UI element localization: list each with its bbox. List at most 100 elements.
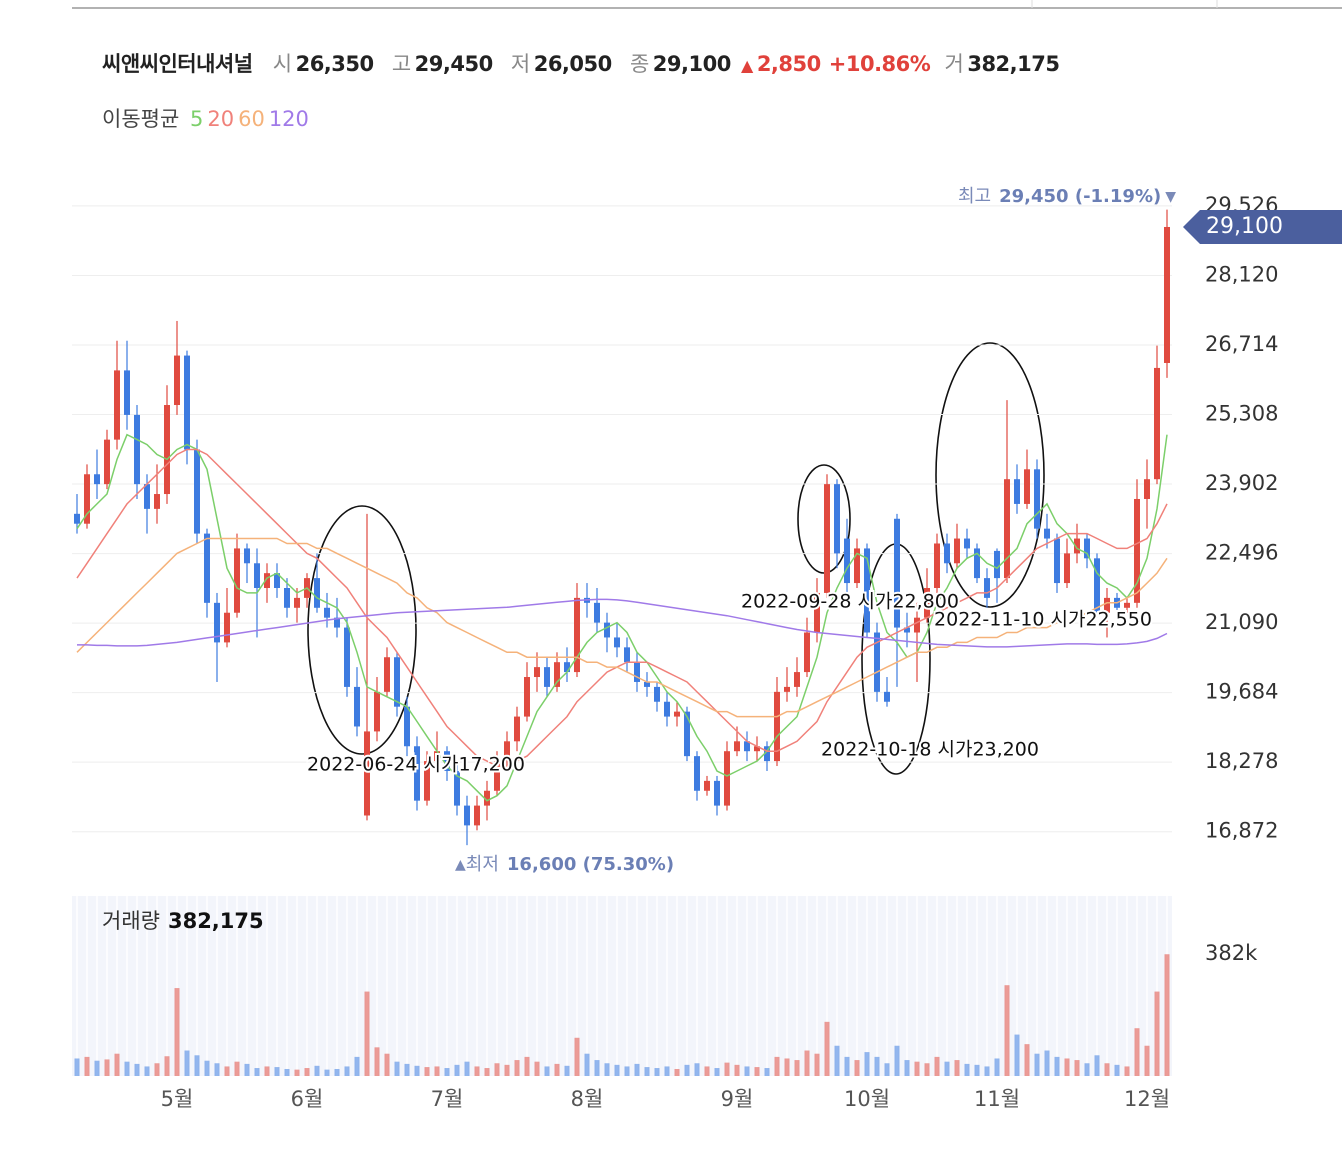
candle-body <box>444 751 450 771</box>
candle-body <box>994 550 1000 579</box>
candle-body <box>804 632 810 673</box>
close-value: 29,100 <box>652 52 732 76</box>
candle-body <box>1054 538 1060 584</box>
volume-bar <box>194 1055 200 1076</box>
volume-bar <box>154 1063 160 1076</box>
change-arrow: ▲ <box>741 56 753 75</box>
candle-body <box>124 370 130 415</box>
volume-bar <box>964 1063 970 1076</box>
volume-bar <box>144 1066 150 1076</box>
volume-bar <box>564 1065 570 1076</box>
candle-body <box>204 533 210 603</box>
candle-body <box>394 657 400 707</box>
volume-bar <box>484 1068 490 1076</box>
volume-bar <box>944 1061 950 1076</box>
high-label: 고 <box>391 52 411 76</box>
stock-name: 씨앤씨인터내셔널 <box>102 52 253 76</box>
x-tick-label: 12월 <box>1124 1087 1170 1111</box>
candle-body <box>404 706 410 747</box>
candle-body <box>674 711 680 717</box>
volume-bar <box>134 1063 140 1076</box>
candle-body <box>1074 538 1080 554</box>
min-value: 16,600 (75.30%) <box>507 854 674 875</box>
candle-body <box>374 691 380 732</box>
candle-body <box>1014 479 1020 504</box>
volume-panel <box>72 896 1172 1076</box>
volume-bar <box>674 1068 680 1076</box>
volume-bar <box>424 1067 430 1076</box>
candle-body <box>904 627 910 633</box>
candle-body <box>924 588 930 618</box>
volume-bar <box>844 1056 850 1076</box>
volume-bar <box>314 1065 320 1076</box>
candle-body <box>74 513 80 524</box>
candle-body <box>224 612 230 643</box>
candle-body <box>614 637 620 648</box>
annotation: 2022-06-24 시가17,200 <box>307 754 525 776</box>
volume-bar <box>324 1069 330 1076</box>
y-tick-label: 28,120 <box>1205 262 1278 286</box>
volume-bar <box>1024 1044 1030 1076</box>
volume-bar <box>374 1047 380 1076</box>
volume-bar <box>364 991 370 1076</box>
volume-bar <box>384 1053 390 1076</box>
candle-body <box>464 805 470 826</box>
volume-bar <box>344 1066 350 1076</box>
annotation: 2022-10-18 시가23,200 <box>821 739 1039 761</box>
candle-body <box>424 761 430 801</box>
max-value: 29,450 (-1.19%) <box>999 186 1161 207</box>
candle-body <box>384 657 390 692</box>
volume-bar <box>414 1065 420 1076</box>
volume-bar <box>74 1058 80 1076</box>
volume-bar <box>1014 1034 1020 1076</box>
candle-body <box>784 686 790 692</box>
candle-body <box>514 716 520 742</box>
candle-body <box>1004 479 1010 579</box>
candle-body <box>1144 479 1150 499</box>
candle-body <box>524 677 530 717</box>
volume-bar <box>614 1064 620 1076</box>
candle-body <box>854 548 860 584</box>
candle-body <box>264 573 270 588</box>
volume-bar <box>454 1064 460 1076</box>
volume-bar <box>464 1061 470 1076</box>
candle-body <box>1124 602 1130 608</box>
volume-bar <box>534 1061 540 1076</box>
volume-bar <box>664 1066 670 1076</box>
candle-body <box>454 770 460 806</box>
volume-bar <box>704 1066 710 1076</box>
volume-bar <box>1164 954 1170 1076</box>
open-value: 26,350 <box>295 52 375 76</box>
x-tick-label: 10월 <box>844 1087 890 1111</box>
header: 씨앤씨인터내셔널 시 26,350 고 29,450 저 26,050 종 29,100… <box>102 48 1071 78</box>
volume-bar <box>434 1066 440 1076</box>
candle-body <box>364 731 370 816</box>
volume-bar <box>544 1066 550 1076</box>
volume-bar <box>1124 1066 1130 1076</box>
y-tick-label: 22,496 <box>1205 541 1278 565</box>
x-tick-label: 9월 <box>721 1087 754 1111</box>
candle-body <box>84 474 90 524</box>
x-tick-label: 5월 <box>161 1087 194 1111</box>
volume-bar <box>1084 1063 1090 1076</box>
volume-bar <box>824 1021 830 1076</box>
volume-bar <box>994 1058 1000 1076</box>
volume-bar <box>754 1067 760 1076</box>
volume-bar <box>444 1068 450 1076</box>
volume-bar <box>114 1053 120 1076</box>
candle-body <box>864 548 870 633</box>
volume-bar <box>1094 1055 1100 1076</box>
volume-title: 거래량 382,175 <box>102 909 264 933</box>
volume-bar <box>584 1053 590 1076</box>
candle-body <box>894 518 900 628</box>
x-tick-label: 11월 <box>974 1087 1020 1111</box>
candle-body <box>1104 597 1110 613</box>
volume-bar <box>804 1050 810 1076</box>
volume-bar <box>514 1060 520 1076</box>
candle-body <box>294 597 300 608</box>
candle-body <box>574 597 580 673</box>
low-label: 저 <box>510 52 530 76</box>
candle-body <box>754 746 760 752</box>
candle-body <box>1164 226 1170 363</box>
